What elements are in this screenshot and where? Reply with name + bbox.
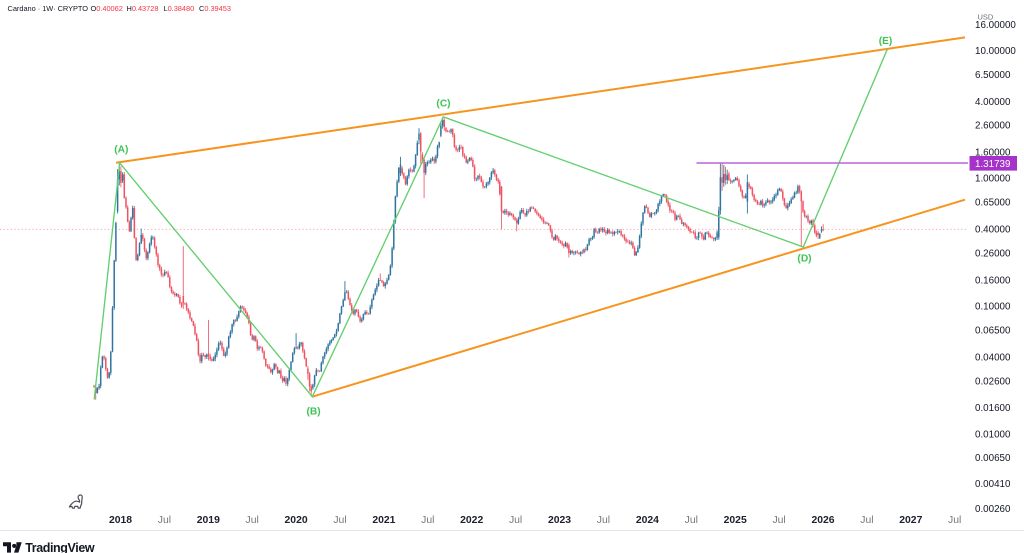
svg-text:Jul: Jul [421,515,434,526]
svg-text:(C): (C) [436,99,450,110]
svg-text:2019: 2019 [197,515,220,526]
svg-text:2024: 2024 [636,515,659,526]
svg-text:C0.39453: C0.39453 [199,4,231,13]
svg-text:6.50000: 6.50000 [975,70,1011,81]
svg-text:Jul: Jul [948,515,961,526]
svg-text:H0.43728: H0.43728 [127,4,159,13]
svg-text:Jul: Jul [597,515,610,526]
svg-text:Jul: Jul [772,515,785,526]
svg-text:16.00000: 16.00000 [975,20,1016,31]
svg-text:Jul: Jul [333,515,346,526]
svg-text:0.26000: 0.26000 [975,249,1011,260]
svg-text:2018: 2018 [109,515,132,526]
svg-text:0.06500: 0.06500 [975,325,1011,336]
svg-text:10.00000: 10.00000 [975,46,1016,57]
svg-text:2025: 2025 [724,515,747,526]
svg-text:0.01600: 0.01600 [975,403,1011,414]
svg-text:0.01000: 0.01000 [975,429,1011,440]
svg-text:0.00410: 0.00410 [975,479,1011,490]
svg-text:2027: 2027 [899,515,922,526]
svg-text:4.00000: 4.00000 [975,97,1011,108]
svg-text:2.60000: 2.60000 [975,121,1011,132]
svg-text:0.00650: 0.00650 [975,453,1011,464]
svg-text:1.60000: 1.60000 [975,148,1011,159]
svg-text:L0.38480: L0.38480 [164,4,195,13]
svg-text:Jul: Jul [685,515,698,526]
svg-text:2021: 2021 [372,515,395,526]
svg-text:0.40000: 0.40000 [975,225,1011,236]
svg-text:Jul: Jul [860,515,873,526]
svg-text:0.04000: 0.04000 [975,352,1011,363]
svg-text:2026: 2026 [811,515,834,526]
svg-text:O0.40062: O0.40062 [91,4,123,13]
svg-text:1.00000: 1.00000 [975,174,1011,185]
svg-text:(E): (E) [879,36,893,47]
svg-text:0.02600: 0.02600 [975,376,1011,387]
svg-text:Jul: Jul [158,515,171,526]
svg-text:(B): (B) [307,407,321,418]
svg-text:0.00260: 0.00260 [975,504,1011,515]
svg-text:Cardano·1W·CRYPTO: Cardano · 1W· CRYPTO [8,4,89,13]
svg-text:Jul: Jul [509,515,522,526]
svg-text:0.10000: 0.10000 [975,302,1011,313]
svg-text:1.31739: 1.31739 [975,159,1010,170]
svg-text:(D): (D) [797,254,811,265]
svg-text:TradingView: TradingView [25,541,95,553]
svg-text:Jul: Jul [246,515,259,526]
svg-text:2023: 2023 [548,515,571,526]
svg-text:USD: USD [978,12,994,21]
svg-text:0.16000: 0.16000 [975,275,1011,286]
svg-text:(A): (A) [114,144,128,155]
svg-text:0.65000: 0.65000 [975,198,1011,209]
svg-text:2020: 2020 [285,515,308,526]
svg-text:2022: 2022 [460,515,483,526]
